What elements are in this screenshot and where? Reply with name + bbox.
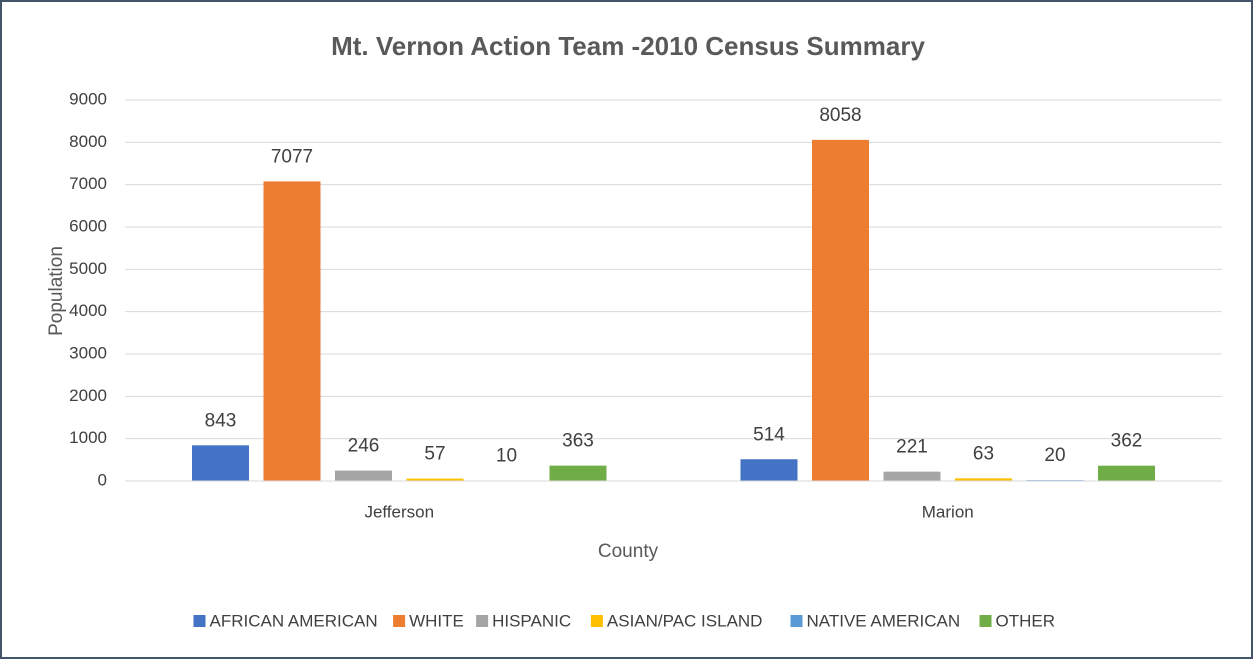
- y-tick-label: 4000: [69, 301, 107, 320]
- legend-swatch: [393, 615, 406, 627]
- bar: [192, 445, 249, 481]
- bar: [955, 478, 1012, 481]
- data-label: 363: [562, 431, 594, 452]
- legend-swatch: [193, 615, 206, 627]
- legend-label: HISPANIC: [492, 611, 571, 630]
- legend-swatch: [790, 615, 803, 627]
- legend-label: WHITE: [409, 611, 464, 630]
- data-label: 843: [205, 410, 237, 431]
- data-label: 514: [753, 424, 785, 445]
- legend-swatch: [590, 615, 603, 627]
- legend-label: AFRICAN AMERICAN: [210, 611, 378, 630]
- x-axis-title: County: [598, 541, 659, 562]
- bar: [335, 470, 392, 481]
- y-tick-label: 1000: [69, 428, 107, 447]
- data-label: 20: [1044, 445, 1065, 466]
- y-tick-label: 8000: [69, 132, 107, 151]
- y-tick-label: 2000: [69, 386, 107, 405]
- data-label: 221: [896, 437, 928, 458]
- bar: [883, 471, 941, 481]
- legend-swatch: [476, 615, 489, 627]
- bar: [263, 181, 321, 482]
- data-label: 10: [496, 446, 517, 467]
- data-label: 7077: [271, 146, 313, 167]
- bar: [406, 478, 464, 481]
- data-label: 362: [1111, 431, 1143, 452]
- data-label: 8058: [819, 105, 861, 126]
- data-label: 57: [424, 444, 445, 465]
- bar: [812, 139, 869, 482]
- y-tick-label: 0: [98, 470, 107, 489]
- bar: [549, 465, 607, 481]
- y-axis-title: Population: [46, 246, 67, 336]
- y-tick-label: 6000: [69, 216, 107, 235]
- legend-swatch: [979, 615, 992, 627]
- y-tick-label: 5000: [69, 259, 107, 278]
- y-tick-label: 3000: [69, 343, 107, 362]
- data-label: 246: [348, 436, 380, 457]
- y-tick-label: 7000: [69, 174, 107, 193]
- bar: [740, 459, 798, 481]
- y-tick-label: 9000: [69, 89, 107, 108]
- data-label: 63: [973, 443, 994, 464]
- bar: [1098, 465, 1155, 481]
- chart-title: Mt. Vernon Action Team -2010 Census Summ…: [331, 31, 925, 61]
- legend-label: OTHER: [996, 611, 1056, 630]
- legend-label: NATIVE AMERICAN: [807, 611, 961, 630]
- x-tick-label: Marion: [922, 502, 974, 521]
- x-tick-label: Jefferson: [364, 502, 434, 521]
- legend-label: ASIAN/PAC ISLAND: [607, 611, 763, 630]
